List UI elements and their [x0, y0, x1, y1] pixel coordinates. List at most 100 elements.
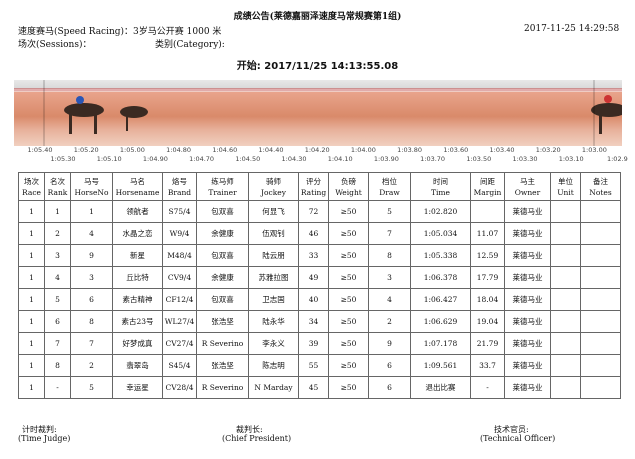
- cell: [550, 200, 581, 223]
- scale-label: 1:05.40: [27, 146, 53, 154]
- column-header: 骑师 Jockey: [248, 172, 299, 201]
- cell: [580, 222, 621, 245]
- cell: 1:05.034: [410, 222, 471, 245]
- cell: 丘比特: [112, 266, 163, 289]
- scale-label: 1:05.10: [96, 155, 122, 163]
- cell: 7: [368, 222, 411, 245]
- cell: 领航者: [112, 200, 163, 223]
- result-row: 1 7 7 好梦成真 CV27/4 R Severino 李永义 39 ≥50 9 1:07.178…: [18, 332, 621, 355]
- cell: 8: [368, 244, 411, 267]
- column-header: 间距 Margin: [470, 172, 505, 201]
- cell: R Severino: [196, 332, 249, 355]
- cell: ≥50: [328, 244, 369, 267]
- cell: 1: [18, 310, 45, 333]
- cell: 18.04: [470, 288, 505, 311]
- cell: [580, 376, 621, 399]
- cell: [550, 222, 581, 245]
- cell: 7: [44, 332, 71, 355]
- chief: 裁判长:: [236, 425, 263, 434]
- cell: 46: [298, 222, 329, 245]
- cell: 17.79: [470, 266, 505, 289]
- result-row: 1 1 1 领航者 S75/4 包双喜 何显飞 72 ≥50 5 1:02.820 莱德马业: [18, 200, 621, 223]
- cell: S75/4: [162, 200, 197, 223]
- cell: 陆永华: [248, 310, 299, 333]
- cell: 55: [298, 354, 329, 377]
- cell: 2: [368, 310, 411, 333]
- cell: 1: [18, 200, 45, 223]
- cell: [550, 354, 581, 377]
- result-row: 1 3 9 新星 M48/4 包双喜 陆云朋 33 ≥50 8 1:05.338 12.59 莱德马业: [18, 244, 621, 267]
- cell: 莱德马业: [504, 244, 551, 267]
- scale-label: 1:03.70: [420, 155, 446, 163]
- cell: CF12/4: [162, 288, 197, 311]
- cell: [550, 266, 581, 289]
- cell: 34: [298, 310, 329, 333]
- cell: [550, 310, 581, 333]
- column-header-cn: 单位: [558, 176, 573, 186]
- scale-label: 1:04.70: [189, 155, 215, 163]
- cell: CV27/4: [162, 332, 197, 355]
- cell: 8: [44, 354, 71, 377]
- cell: 39: [298, 332, 329, 355]
- cell: 4: [70, 222, 113, 245]
- column-header: 马主 Owner: [504, 172, 551, 201]
- cell: ≥50: [328, 200, 369, 223]
- cell: 陈志明: [248, 354, 299, 377]
- scale-label: 1:04.20: [304, 146, 330, 154]
- column-header-cn: 备注: [593, 176, 608, 186]
- cell: 好梦成真: [112, 332, 163, 355]
- cell: ≥50: [328, 288, 369, 311]
- technical-en: (Technical Officer): [480, 434, 556, 443]
- cell: 5: [44, 288, 71, 311]
- column-header: 场次 Race: [18, 172, 45, 201]
- cell: 12.59: [470, 244, 505, 267]
- result-row: 1 5 6 素古精神 CF12/4 包双喜 卫志国 40 ≥50 4 1:06.427 18.04 莱德…: [18, 288, 621, 311]
- column-header-en: Brand: [167, 187, 192, 197]
- result-row: 1 4 3 丘比特 CV9/4 余健康 苏雅拉图 49 ≥50 3 1:06.378 17.79 莱德马…: [18, 266, 621, 289]
- scale-label: 1:05.20: [73, 146, 99, 154]
- scale-label: 1:03.60: [443, 146, 469, 154]
- column-header-en: Owner: [514, 187, 541, 197]
- header-row: 场次 Race 名次 Rank 马号 HorseNo 马名 Horsename 烙号 Brand 练…: [18, 172, 621, 201]
- cell: 5: [368, 200, 411, 223]
- cell: ≥50: [328, 332, 369, 355]
- column-header: 练马师 Trainer: [196, 172, 249, 201]
- cell: 33: [298, 244, 329, 267]
- column-header-cn: 负磅: [341, 176, 356, 186]
- cell: 1:05.338: [410, 244, 471, 267]
- scale-label: 1:03.20: [535, 146, 561, 154]
- cell: 1: [18, 354, 45, 377]
- result-row: 1 2 4 水晶之恋 W9/4 余健康 伍观钊 46 ≥50 7 1:05.034 11.07 莱德马业: [18, 222, 621, 245]
- cell: 8: [70, 310, 113, 333]
- cell: 5: [70, 376, 113, 399]
- cell: 3: [44, 244, 71, 267]
- category: 类别(Category):: [155, 40, 225, 50]
- cell: 包双喜: [196, 200, 249, 223]
- cell: 6: [70, 288, 113, 311]
- cell: 1:06.629: [410, 310, 471, 333]
- cell: [550, 244, 581, 267]
- start-time: 开始: 2017/11/25 14:13:55.08: [236, 61, 399, 72]
- cell: 张浩坚: [196, 354, 249, 377]
- column-header-en: Weight: [335, 187, 362, 197]
- cell: 莱德马业: [504, 354, 551, 377]
- photo-finish: [14, 80, 622, 146]
- results-table: 场次 Race 名次 Rank 马号 HorseNo 马名 Horsename 烙号 Brand 练…: [18, 172, 621, 399]
- column-header: 时间 Time: [410, 172, 471, 201]
- cell: 1: [18, 332, 45, 355]
- cell: 1: [44, 200, 71, 223]
- column-header-en: Rank: [47, 187, 68, 197]
- cell: [470, 200, 505, 223]
- scale-label: 1:03.90: [373, 155, 399, 163]
- cell: [550, 332, 581, 355]
- cell: 素古精神: [112, 288, 163, 311]
- cell: [580, 266, 621, 289]
- scale-label: 1:03.30: [512, 155, 538, 163]
- column-header-cn: 档位: [382, 176, 397, 186]
- result-row: 1 6 8 素古23号 WL27/4 张浩坚 陆永华 34 ≥50 2 1:06.629 19.04 莱…: [18, 310, 621, 333]
- column-header-cn: 评分: [306, 176, 321, 186]
- column-header-en: Time: [431, 187, 450, 197]
- cell: 新星: [112, 244, 163, 267]
- cell: 2: [44, 222, 71, 245]
